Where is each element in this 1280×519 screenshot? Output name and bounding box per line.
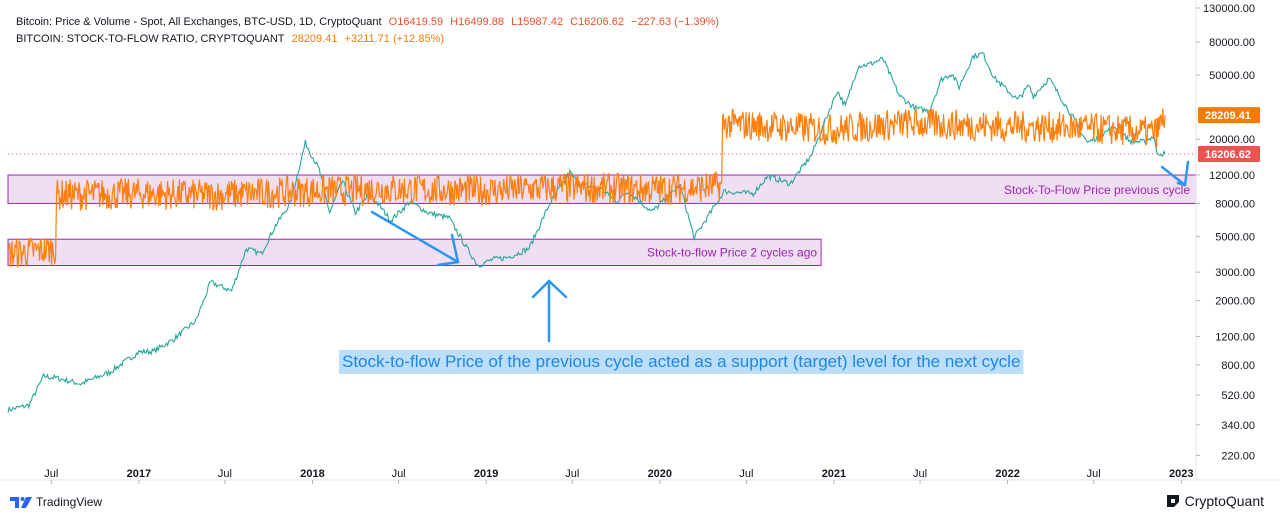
legend-open: O16419.59: [388, 16, 444, 28]
y-tick-label: 130000.00: [1203, 3, 1255, 15]
y-tick-label: 340.00: [1221, 420, 1255, 432]
arrow-diagonal-head-b: [450, 233, 460, 264]
y-tick-label: 8000.00: [1215, 198, 1255, 210]
band-two-cycles-ago-label: Stock-to-flow Price 2 cycles ago: [647, 245, 817, 259]
tradingview-label: TradingView: [36, 495, 103, 509]
x-tick-label: 2021: [822, 468, 846, 480]
y-tick-label: 2000.00: [1215, 296, 1255, 308]
y-tick-label: 20000.00: [1209, 134, 1255, 146]
arrow-diagonal: [370, 210, 460, 264]
last-s2f-tag-bg: [1198, 107, 1260, 124]
y-tick-label: 520.00: [1221, 390, 1255, 402]
legend-high: H16499.88: [450, 16, 504, 28]
cryptoquant-logo: CryptoQuant: [1165, 493, 1264, 509]
x-tick-label: Jul: [739, 468, 753, 480]
band-two-cycles-ago: [7, 238, 822, 266]
y-tick-label: 1200.00: [1215, 331, 1255, 343]
legend-close: C16206.62: [570, 16, 624, 28]
legend-low: L15987.42: [511, 16, 564, 28]
cryptoquant-label: CryptoQuant: [1184, 493, 1264, 509]
chart-axes: 130000.00 80000.00 50000.00 20000.00 12000.0…: [0, 0, 1280, 484]
y-tick-label: 220.00: [1221, 450, 1255, 462]
x-tick-label: 2017: [127, 468, 151, 480]
y-tick-label: 80000.00: [1209, 37, 1255, 49]
tradingview-icon: [10, 497, 32, 508]
arrow-up-head-b: [547, 279, 568, 299]
s2f-line: [7, 107, 1166, 268]
legend-s2f: BITCOIN: STOCK-TO-FLOW RATIO, CRYPTOQUAN…: [16, 33, 448, 45]
last-price-tag-bg: [1198, 145, 1260, 162]
legend-price: Bitcoin: Price & Volume - Spot, All Exch…: [16, 16, 723, 28]
x-tick-label: Jul: [1087, 468, 1101, 480]
x-tick-label: 2022: [995, 468, 1019, 480]
y-tick-label: 5000.00: [1215, 231, 1255, 243]
chart-series: [7, 52, 1196, 413]
annotation-text-bg: [339, 350, 1024, 374]
x-tick-label: Jul: [565, 468, 579, 480]
x-tick-label: 2023: [1169, 468, 1193, 480]
x-tick-label: 2019: [474, 468, 498, 480]
y-tick-label: 3000.00: [1215, 267, 1255, 279]
legend-change: −227.63 (−1.39%): [631, 16, 720, 28]
x-tick-label: Jul: [392, 468, 406, 480]
arrow-right-head-b: [1183, 160, 1190, 187]
x-tick-label: Jul: [913, 468, 927, 480]
band-previous-cycle-label: Stock-To-Flow Price previous cycle: [1004, 183, 1190, 197]
x-tick-label: 2020: [648, 468, 672, 480]
tradingview-logo[interactable]: TradingView: [10, 495, 102, 509]
legend-s2f-change: +3211.71 (+12.85%): [344, 33, 445, 45]
y-tick-label: 12000.00: [1209, 170, 1255, 182]
annotation-text: Stock-to-flow Price of the previous cycl…: [342, 352, 1020, 371]
last-price-tag: 16206.62: [1205, 149, 1251, 161]
arrow-up-head-a: [531, 279, 551, 299]
last-s2f-tag: 28209.41: [1205, 110, 1251, 122]
arrow-diagonal-head-a: [436, 260, 460, 267]
annotation-arrows: Stock-to-flow Price of the previous cycl…: [339, 160, 1190, 374]
y-tick-label: 50000.00: [1209, 70, 1255, 82]
cryptoquant-icon: [1166, 495, 1179, 507]
x-tick-label: Jul: [218, 468, 232, 480]
x-tick-label: Jul: [44, 468, 58, 480]
legend-s2f-value: 28209.41: [291, 33, 338, 45]
arrow-right: [1160, 165, 1187, 187]
y-tick-label: 800.00: [1221, 360, 1255, 372]
x-tick-label: 2018: [300, 468, 324, 480]
legend-price-label: Bitcoin: Price & Volume - Spot, All Exch…: [16, 16, 382, 28]
legend-s2f-label: BITCOIN: STOCK-TO-FLOW RATIO, CRYPTOQUAN…: [16, 33, 285, 45]
